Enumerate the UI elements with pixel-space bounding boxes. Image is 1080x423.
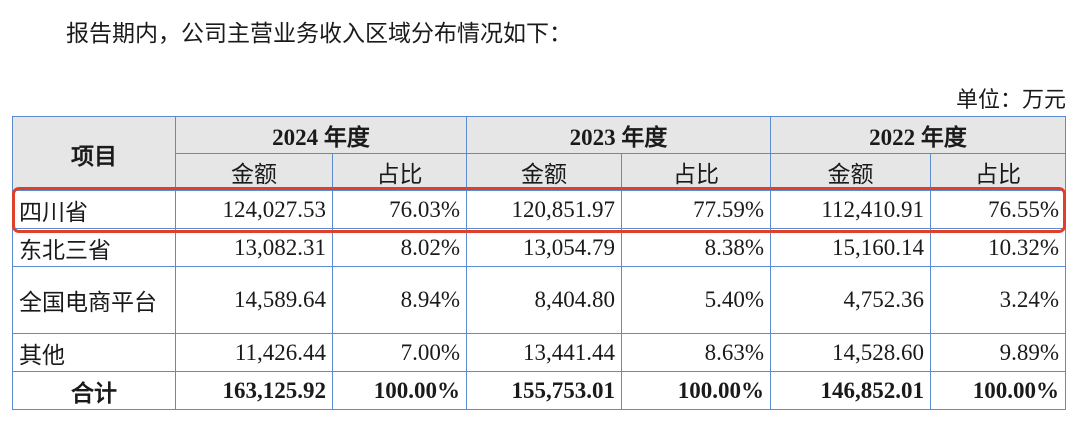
row-name: 合计: [12, 371, 176, 410]
header-year: 2023 年度: [466, 116, 771, 154]
ratio-cell: 8.94%: [332, 266, 467, 334]
table-row: 其他 11,426.44 7.00% 13,441.44 8.63% 14,528.60 9…: [12, 333, 1066, 372]
header-year: 2024 年度: [175, 116, 467, 154]
amount-cell: 163,125.92: [175, 371, 333, 410]
ratio-cell: 100.00%: [332, 371, 467, 410]
table-row: 全国电商平台 14,589.64 8.94% 8,404.80 5.40% 4,752.3…: [12, 266, 1066, 334]
amount-cell: 8,404.80: [466, 266, 622, 334]
amount-cell: 11,426.44: [175, 333, 333, 372]
amount-cell: 146,852.01: [770, 371, 931, 410]
ratio-cell: 76.03%: [332, 190, 467, 229]
ratio-cell: 8.02%: [332, 228, 467, 267]
header-amount: 金额: [466, 153, 622, 191]
amount-cell: 155,753.01: [466, 371, 622, 410]
table-row: 东北三省 13,082.31 8.02% 13,054.79 8.38% 15,160.1…: [12, 228, 1066, 267]
ratio-cell: 10.32%: [930, 228, 1066, 267]
unit-label: 单位：万元: [955, 88, 1066, 113]
amount-cell: 13,441.44: [466, 333, 622, 372]
amount-cell: 124,027.53: [175, 190, 333, 229]
ratio-cell: 7.00%: [332, 333, 467, 372]
table-row: 合计 163,125.92 100.00% 155,753.01 100.00% 146,…: [12, 371, 1066, 410]
amount-cell: 15,160.14: [770, 228, 931, 267]
highlight-box: [12, 187, 1066, 233]
header-amount: 金额: [175, 153, 333, 191]
ratio-cell: 100.00%: [930, 371, 1066, 410]
header-ratio: 占比: [621, 153, 771, 191]
header-item: 项目: [12, 116, 176, 191]
ratio-cell: 5.40%: [621, 266, 771, 334]
region-revenue-table: 项目 2024 年度 2023 年度 2022 年度 金额 占比 金额 占比 金…: [12, 116, 1066, 410]
ratio-cell: 8.38%: [621, 228, 771, 267]
row-name: 其他: [12, 333, 176, 372]
header-year: 2022 年度: [770, 116, 1066, 154]
amount-cell: 14,528.60: [770, 333, 931, 372]
ratio-cell: 3.24%: [930, 266, 1066, 334]
amount-cell: 13,054.79: [466, 228, 622, 267]
amount-cell: 14,589.64: [175, 266, 333, 334]
row-name: 东北三省: [12, 228, 176, 267]
amount-cell: 112,410.91: [770, 190, 931, 229]
row-name: 四川省: [12, 190, 176, 229]
ratio-cell: 8.63%: [621, 333, 771, 372]
ratio-cell: 9.89%: [930, 333, 1066, 372]
intro-text: 报告期内，公司主营业务收入区域分布情况如下：: [66, 21, 572, 47]
header-ratio: 占比: [332, 153, 467, 191]
ratio-cell: 100.00%: [621, 371, 771, 410]
header-amount: 金额: [770, 153, 931, 191]
row-name: 全国电商平台: [12, 266, 176, 334]
header-ratio: 占比: [930, 153, 1066, 191]
amount-cell: 13,082.31: [175, 228, 333, 267]
amount-cell: 4,752.36: [770, 266, 931, 334]
